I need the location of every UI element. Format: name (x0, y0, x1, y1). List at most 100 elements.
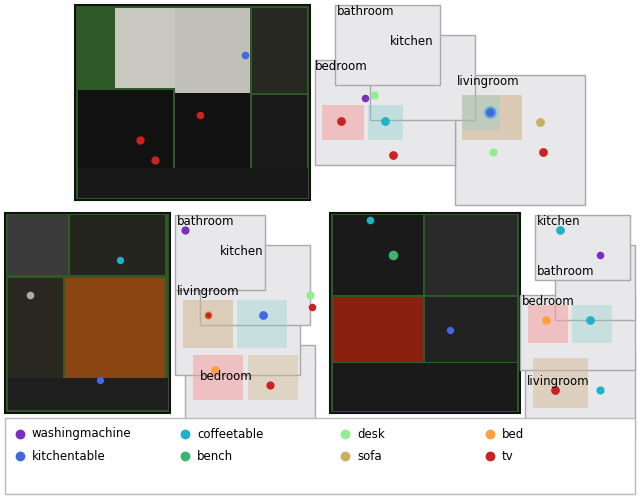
Point (15, 452, 25, 460)
Bar (8, 278, 63, 408)
Text: kitchen: kitchen (537, 215, 580, 228)
Bar (322, 105, 364, 140)
Text: bathroom: bathroom (337, 5, 394, 18)
Bar (115, 8, 235, 88)
Bar (175, 90, 250, 195)
Point (240, 51, 250, 59)
Point (115, 256, 125, 264)
Point (380, 117, 390, 125)
Point (369, 91, 379, 99)
Bar (75, 5, 310, 200)
Bar (237, 300, 287, 348)
Point (535, 118, 545, 126)
Bar (370, 35, 475, 120)
Point (485, 452, 495, 460)
Bar (252, 95, 307, 195)
Point (203, 311, 213, 319)
Point (485, 108, 495, 116)
Bar (175, 215, 265, 290)
Point (180, 226, 190, 234)
Point (550, 386, 560, 394)
Point (258, 311, 268, 319)
Bar (533, 358, 588, 408)
Bar (252, 8, 307, 93)
Point (340, 430, 350, 438)
Bar (335, 5, 440, 85)
Bar (248, 355, 298, 400)
Point (180, 430, 190, 438)
Bar (462, 95, 522, 140)
Bar (455, 75, 585, 205)
Text: kitchen: kitchen (390, 35, 434, 48)
Point (150, 156, 160, 164)
Point (585, 316, 595, 324)
Point (485, 108, 495, 116)
Point (388, 251, 398, 259)
Text: livingroom: livingroom (527, 375, 589, 388)
Point (265, 381, 275, 389)
Bar (8, 378, 168, 410)
Text: livingroom: livingroom (177, 285, 239, 298)
Bar (5, 418, 635, 494)
Point (210, 366, 220, 374)
Point (305, 291, 315, 299)
Text: bedroom: bedroom (522, 295, 575, 308)
Bar (5, 213, 170, 413)
Text: sofa: sofa (357, 450, 381, 463)
Point (340, 452, 350, 460)
Text: bed: bed (502, 428, 524, 441)
Point (595, 386, 605, 394)
Bar (193, 355, 243, 400)
Bar (528, 305, 568, 343)
Point (336, 117, 346, 125)
Point (135, 136, 145, 144)
Bar (535, 215, 630, 280)
Text: livingroom: livingroom (457, 75, 520, 88)
Point (488, 148, 498, 156)
Text: coffeetable: coffeetable (197, 428, 264, 441)
Point (555, 226, 565, 234)
Bar (175, 285, 300, 375)
Bar (425, 297, 517, 362)
Point (541, 316, 551, 324)
Text: bedroom: bedroom (200, 370, 253, 383)
Bar (78, 168, 308, 198)
Bar (462, 95, 500, 130)
Bar (70, 215, 165, 275)
Text: washingmachine: washingmachine (32, 428, 132, 441)
Point (485, 108, 495, 116)
Point (595, 251, 605, 259)
Text: tv: tv (502, 450, 514, 463)
Text: desk: desk (357, 428, 385, 441)
Point (365, 216, 375, 224)
Point (538, 148, 548, 156)
Point (360, 94, 370, 102)
Bar (175, 8, 250, 93)
Bar (183, 300, 233, 348)
Point (25, 291, 35, 299)
Text: bedroom: bedroom (315, 60, 368, 73)
Bar (333, 363, 517, 411)
Bar (185, 345, 315, 435)
Bar (572, 305, 612, 343)
Bar (200, 245, 310, 325)
Bar (65, 278, 165, 408)
Bar (315, 60, 455, 165)
Point (95, 376, 105, 384)
Text: bathroom: bathroom (177, 215, 234, 228)
Bar (333, 297, 423, 362)
Bar (368, 105, 403, 140)
Bar (425, 215, 517, 295)
Bar (555, 245, 635, 320)
Bar (520, 295, 635, 370)
Text: kitchentable: kitchentable (32, 450, 106, 463)
Point (203, 311, 213, 319)
Text: bench: bench (197, 450, 233, 463)
Text: bathroom: bathroom (537, 265, 595, 278)
Bar (525, 350, 635, 440)
Bar (330, 213, 520, 413)
Point (485, 430, 495, 438)
Bar (78, 90, 173, 195)
Point (180, 452, 190, 460)
Point (195, 111, 205, 119)
